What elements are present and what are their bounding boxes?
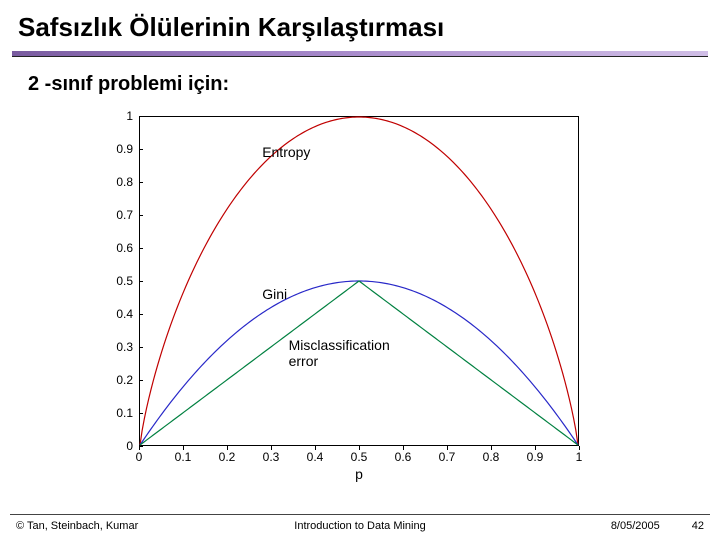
x-tick-label: 0.2 (219, 450, 236, 464)
footer-center: Introduction to Data Mining (10, 520, 710, 532)
y-tick-label: 0.2 (85, 373, 133, 387)
x-tick-label: 0.1 (175, 450, 192, 464)
plot-area (139, 116, 579, 446)
x-tick-label: 1 (576, 450, 583, 464)
y-tick-label: 0.3 (85, 340, 133, 354)
series-label-entropy: Entropy (262, 144, 310, 160)
slide-footer: © Tan, Steinbach, Kumar Introduction to … (10, 514, 710, 534)
y-tick-label: 0.8 (85, 175, 133, 189)
series-label-gini: Gini (262, 286, 287, 302)
y-tick-label: 1 (85, 109, 133, 123)
page-title: Safsızlık Ölülerinin Karşılaştırması (0, 0, 720, 51)
y-tick-label: 0.6 (85, 241, 133, 255)
x-tick-label: 0.7 (439, 450, 456, 464)
y-tick-label: 0.1 (85, 406, 133, 420)
x-tick-label: 0.4 (307, 450, 324, 464)
x-tick-label: 0.6 (395, 450, 412, 464)
subtitle: 2 -sınıf problemi için: (0, 57, 720, 102)
x-tick-label: 0.8 (483, 450, 500, 464)
y-tick-label: 0 (85, 439, 133, 453)
x-tick-label: 0 (136, 450, 143, 464)
x-tick-label: 0.3 (263, 450, 280, 464)
x-axis-label: p (139, 466, 579, 482)
y-tick-label: 0.7 (85, 208, 133, 222)
x-tick-label: 0.5 (351, 450, 368, 464)
y-tick-label: 0.9 (85, 142, 133, 156)
y-tick-label: 0.4 (85, 307, 133, 321)
chart-curves (140, 117, 578, 445)
series-label-misclassification: Misclassification error (289, 337, 390, 369)
x-tick-label: 0.9 (527, 450, 544, 464)
impurity-chart: 0 0.1 0.2 0.3 0.4 0.5 0.6 0.7 0.8 0.9 1 0 0.1 0.2 0.3… (85, 108, 615, 488)
y-tick-label: 0.5 (85, 274, 133, 288)
